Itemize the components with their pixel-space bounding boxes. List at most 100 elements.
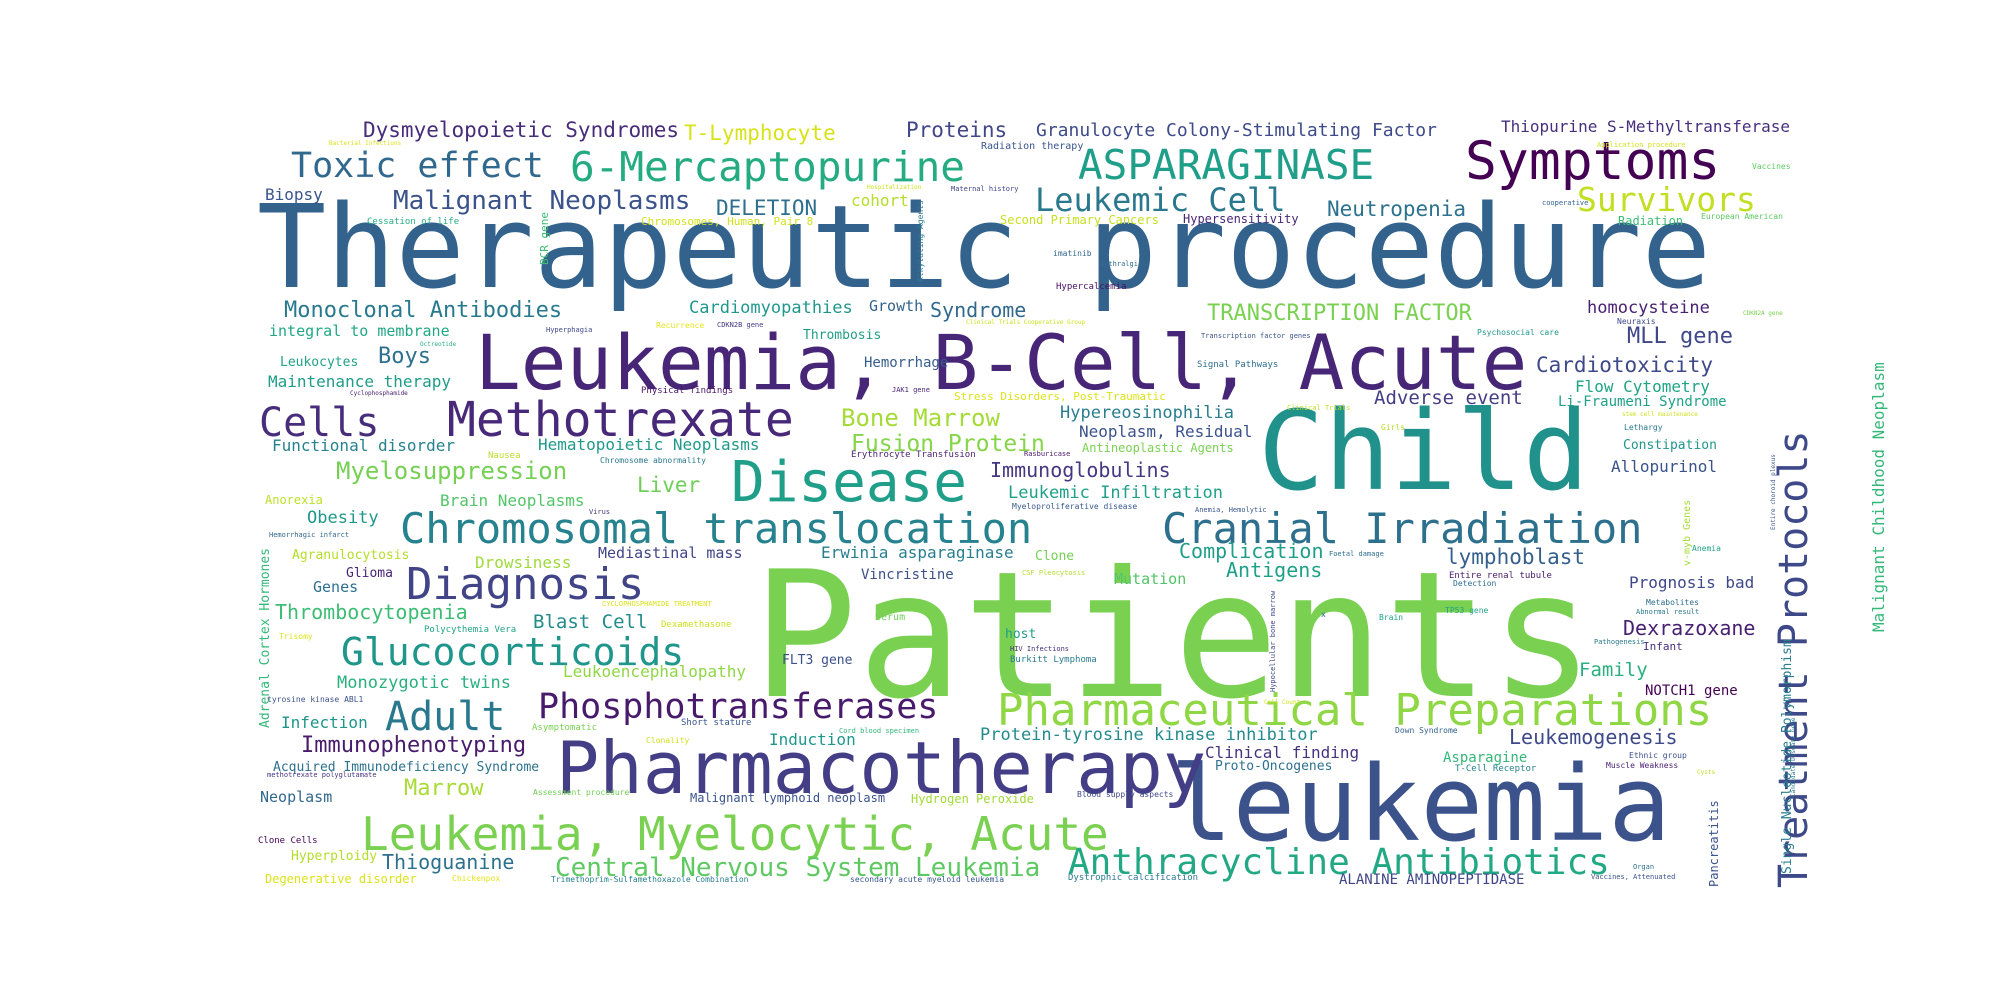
- cloud-word-prognosis-bad: Prognosis bad: [1629, 573, 1755, 592]
- cloud-word-anemia-hemolytic: Anemia, Hemolytic: [1195, 506, 1267, 514]
- cloud-word-biopsy: Biopsy: [265, 185, 323, 204]
- cloud-word-clinical-trials-cooperative-group: Clinical Trials Cooperative Group: [966, 319, 1086, 326]
- cloud-word-vincristine: Vincristine: [861, 567, 954, 583]
- cloud-word-virus: Virus: [589, 508, 611, 516]
- cloud-word-blast-cell: Blast Cell: [533, 611, 648, 633]
- cloud-word-thrombocytopenia: Thrombocytopenia: [275, 600, 468, 624]
- cloud-word-entire-renal-tubule: Entire renal tubule: [1449, 571, 1552, 581]
- cloud-word-cord-blood-specimen: Cord blood specimen: [839, 727, 920, 735]
- cloud-word-candidate-disease-gene: Candidate Disease Gene: [1790, 717, 1797, 797]
- cloud-word-drowsiness: Drowsiness: [475, 553, 572, 572]
- cloud-word-asymptomatic: Asymptomatic: [532, 723, 598, 733]
- cloud-word-blood-supply-aspects: Blood supply aspects: [1077, 790, 1174, 799]
- cloud-word-agranulocytosis: Agranulocytosis: [292, 548, 410, 563]
- cloud-word-cyclophosphamide-treatment: CYCLOPHOSPHAMIDE TREATMENT: [602, 600, 712, 608]
- cloud-word-v-myb-genes: v-myb Genes: [1682, 499, 1693, 566]
- cloud-word-pathogenesis: Pathogenesis: [1594, 638, 1645, 646]
- cloud-word-therapeutic-procedure: Therapeutic procedure: [257, 181, 1711, 315]
- cloud-word-li-fraumeni-syndrome: Li-Fraumeni Syndrome: [1558, 394, 1727, 410]
- cloud-word-deletion: DELETION: [716, 196, 818, 220]
- cloud-word-chromosomal-translocation: Chromosomal translocation: [400, 504, 1033, 553]
- cloud-word-neutropenia: Neutropenia: [1327, 197, 1467, 221]
- cloud-word-polycythemia-vera: Polycythemia Vera: [424, 625, 517, 635]
- cloud-word-leukocytes: Leukocytes: [280, 355, 359, 370]
- cloud-word-cells: Cells: [259, 400, 380, 446]
- cloud-word-immunoglobulins: Immunoglobulins: [990, 458, 1171, 482]
- cloud-word-hematopoietic-neoplasms: Hematopoietic Neoplasms: [538, 435, 760, 454]
- cloud-word-brain-neoplasms: Brain Neoplasms: [440, 491, 585, 510]
- cloud-word-clonality: Clonality: [646, 736, 690, 745]
- cloud-word-trisomy: Trisomy: [279, 632, 313, 641]
- cloud-word-lethargy: Lethargy: [1624, 423, 1663, 432]
- cloud-word-lymphoblast: lymphoblast: [1446, 545, 1586, 569]
- cloud-word-cyclophosphamide: Cyclophosphamide: [350, 390, 408, 397]
- cloud-word-pharmaceutical-preparations: Pharmaceutical Preparations: [997, 685, 1713, 736]
- cloud-word-asparagine: Asparagine: [1443, 750, 1528, 766]
- cloud-word-foetal-damage: Foetal damage: [1329, 550, 1384, 558]
- cloud-word-mutation: Mutation: [1114, 570, 1187, 588]
- cloud-word-acquired-immunodeficiency-syndrome: Acquired Immunodeficiency Syndrome: [273, 760, 540, 775]
- cloud-word-adverse-event: Adverse event: [1374, 387, 1523, 409]
- cloud-word-dysmyelopoietic-syndromes: Dysmyelopoietic Syndromes: [363, 118, 680, 142]
- cloud-word-central-nervous-system-leukemia: Central Nervous System Leukemia: [555, 853, 1041, 883]
- cloud-word-dexamethasone: Dexamethasone: [661, 620, 732, 630]
- cloud-word-complication: Complication: [1179, 539, 1324, 563]
- cloud-word-hiv-infections: HIV Infections: [1010, 645, 1070, 653]
- cloud-word-survivors: Survivors: [1577, 180, 1756, 219]
- cloud-word-x: x: [1321, 610, 1326, 619]
- cloud-word-anorexia: Anorexia: [265, 493, 323, 507]
- cloud-word-arthralgia: Arthralgia: [1100, 260, 1143, 268]
- cloud-word-leukemic-infiltration: Leukemic Infiltration: [1008, 483, 1223, 503]
- cloud-word-leukemogenesis: Leukemogenesis: [1509, 725, 1678, 749]
- cloud-word-organ: Organ: [1633, 863, 1655, 871]
- cloud-word-thrombosis: Thrombosis: [803, 328, 882, 343]
- cloud-word-methotrexate-polyglutamate: methotrexate polyglutamate: [267, 771, 377, 779]
- cloud-word-genes: Genes: [313, 578, 359, 596]
- cloud-word-cranial-irradiation: Cranial Irradiation: [1162, 504, 1643, 553]
- cloud-word-bacterial-infections: Bacterial Infections: [329, 140, 402, 147]
- cloud-word-chromosome-abnormality: Chromosome abnormality: [600, 456, 706, 465]
- cloud-word-ethnic-group: Ethnic group: [1629, 751, 1687, 760]
- cloud-word-allopurinol: Allopurinol: [1611, 457, 1717, 476]
- cloud-word-antigens: Antigens: [1226, 558, 1323, 582]
- cloud-word-application-procedure: Application procedure: [1597, 141, 1686, 149]
- cloud-word-methotrexate: Methotrexate: [447, 392, 794, 448]
- cloud-word-patients: Patients: [752, 535, 1595, 738]
- cloud-word-jak1-gene: JAK1 gene: [892, 386, 930, 394]
- cloud-word-mll-gene: MLL gene: [1627, 324, 1733, 349]
- cloud-word-vaccines-attenuated: Vaccines, Attenuated: [1591, 873, 1676, 881]
- cloud-word-infant: Infant: [1643, 640, 1683, 653]
- cloud-word-myelosuppression: Myelosuppression: [336, 457, 568, 485]
- cloud-word-short-stature: Short stature: [681, 718, 752, 728]
- cloud-word-leukemia: leukemia: [1170, 743, 1671, 865]
- cloud-word-bcr-gene: BCR gene: [538, 212, 551, 265]
- cloud-word-liver: Liver: [637, 473, 701, 497]
- cloud-word-girls: Girls: [1381, 423, 1406, 432]
- cloud-word-cysts: Cysts: [1697, 769, 1716, 776]
- cloud-word-stress-disorders-post-traumatic: Stress Disorders, Post-Traumatic: [954, 390, 1166, 403]
- cloud-word-growth: Growth: [869, 297, 924, 315]
- cloud-word-host: host: [1005, 627, 1037, 642]
- cloud-word-abnormal-result: Abnormal result: [1636, 608, 1700, 616]
- cloud-word-recurrence: Recurrence: [656, 321, 705, 330]
- cloud-word-alanine-aminopeptidase: ALANINE AMINOPEPTIDASE: [1339, 872, 1525, 888]
- cloud-word-nausea: Nausea: [488, 451, 521, 461]
- cloud-word-radiation: Radiation: [1618, 214, 1684, 228]
- cloud-word-metabolites: Metabolites: [1646, 598, 1699, 607]
- cloud-word-neoplasm-residual: Neoplasm, Residual: [1079, 422, 1253, 441]
- cloud-word-t-lymphocyte: T-Lymphocyte: [684, 121, 836, 145]
- cloud-word-erythrocyte-transfusion: Erythrocyte Transfusion: [851, 450, 976, 460]
- cloud-word-cardiotoxicity: Cardiotoxicity: [1536, 353, 1714, 377]
- cloud-word-degenerative-disorder: Degenerative disorder: [265, 872, 417, 886]
- cloud-word-clinical-trials: Clinical Trials: [1287, 404, 1351, 412]
- cloud-word-protein-tyrosine-kinase-inhibitor: Protein-tyrosine kinase inhibitor: [980, 725, 1318, 745]
- cloud-word-constipation: Constipation: [1623, 438, 1717, 453]
- cloud-word-csf-pleocytosis: CSF Pleocytosis: [1022, 569, 1086, 577]
- cloud-word-leukemia-myelocytic-acute: Leukemia, Myelocytic, Acute: [361, 807, 1109, 861]
- cloud-word-hemorrhage: Hemorrhage: [864, 355, 949, 371]
- cloud-word-maternal-history: Maternal history: [951, 185, 1019, 193]
- cloud-word-dystrophic-calcification: Dystrophic calcification: [1068, 873, 1199, 883]
- cloud-word-octreotide: Octreotide: [420, 341, 457, 348]
- cloud-word-pancreatitis: Pancreatitis: [1707, 800, 1721, 887]
- cloud-word-stem-cell-maintenance: stem cell maintenance: [1622, 411, 1698, 418]
